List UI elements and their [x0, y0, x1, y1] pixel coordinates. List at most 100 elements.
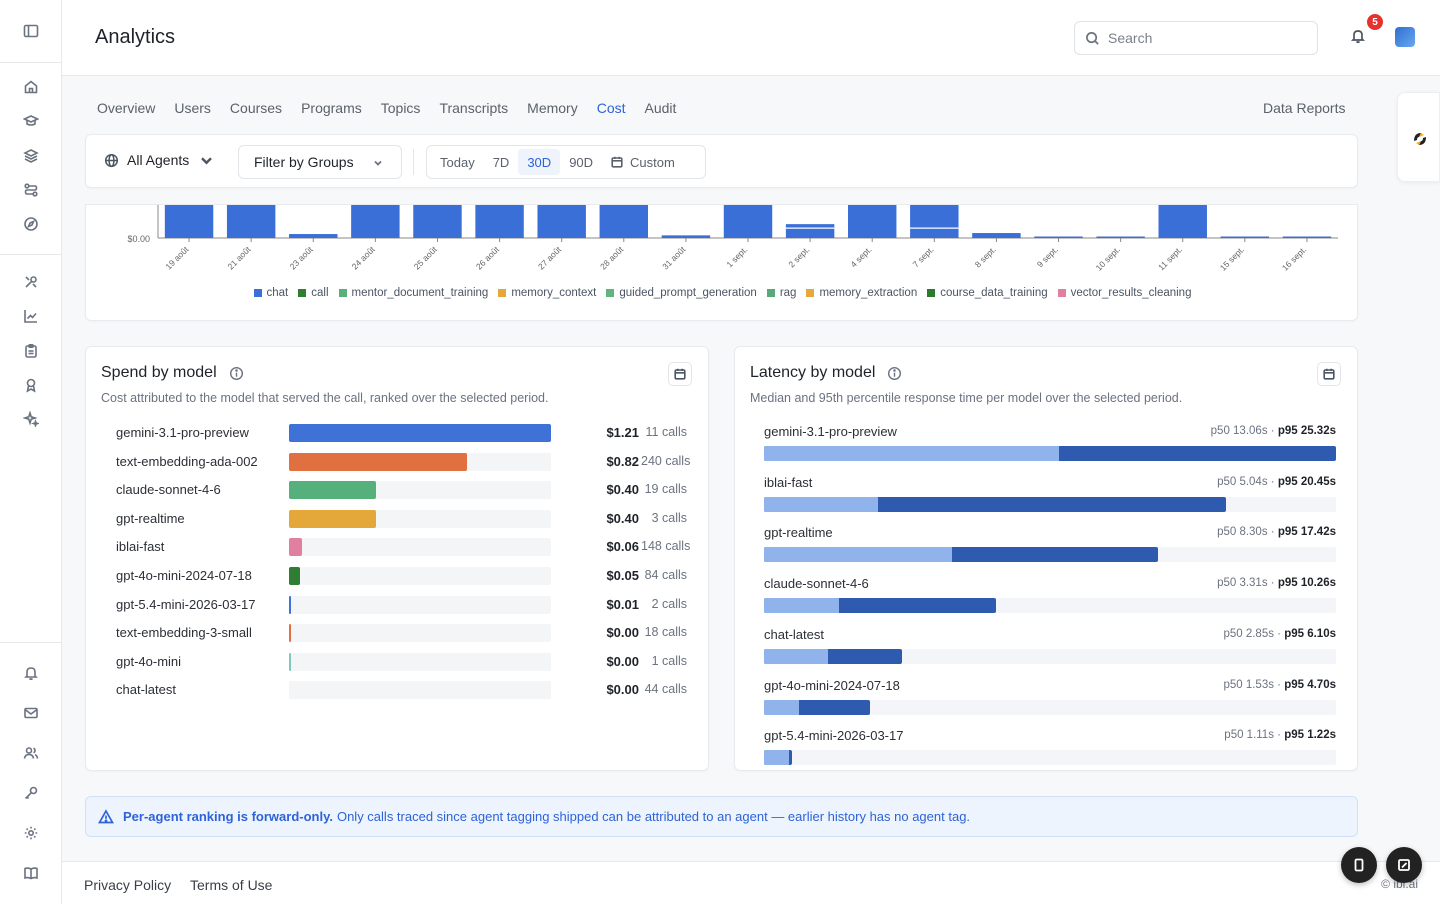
layers-icon[interactable] [21, 146, 41, 166]
tab-users[interactable]: Users [174, 100, 211, 116]
spend-row[interactable]: text-embedding-3-small $0.00 18 calls [116, 623, 691, 643]
chevron-down-icon [374, 160, 382, 166]
spend-row[interactable]: gpt-4o-mini-2024-07-18 $0.05 84 calls [116, 566, 691, 586]
spend-row[interactable]: gpt-5.4-mini-2026-03-17 $0.01 2 calls [116, 595, 691, 615]
latency-row[interactable]: gpt-4o-mini-2024-07-18 p50 1.53s · p95 4.… [764, 678, 1336, 718]
filter-bar: All Agents Filter by Groups Today 7D 30D 90… [85, 134, 1358, 188]
spend-row[interactable]: chat-latest $0.00 44 calls [116, 680, 691, 700]
latency-row[interactable]: iblai-fast p50 5.04s · p95 20.45s [764, 475, 1336, 515]
graduation-cap-icon[interactable] [21, 111, 41, 131]
tab-courses[interactable]: Courses [229, 100, 283, 116]
legend-swatch [1057, 289, 1066, 297]
user-avatar[interactable] [1395, 27, 1415, 47]
workflow-icon[interactable] [21, 180, 41, 200]
tools-icon[interactable] [21, 272, 41, 292]
analytics-tabs: Overview Users Courses Programs Topics Transc… [97, 100, 695, 120]
legend-item-vector-results-cleaning[interactable]: vector_results_cleaning [1057, 287, 1192, 299]
spend-bar-track [289, 424, 551, 442]
spend-row[interactable]: gpt-4o-mini $0.00 1 calls [116, 652, 691, 672]
p50-value: p50 5.04s [1217, 475, 1268, 488]
tab-overview[interactable]: Overview [97, 100, 156, 116]
spend-panel-description: Cost attributed to the model that served… [101, 391, 549, 405]
sidebar-toggle-icon[interactable] [21, 21, 41, 41]
spend-row[interactable]: claude-sonnet-4-6 $0.40 19 calls [116, 480, 691, 500]
legend-item-memory-context[interactable]: memory_context [498, 287, 596, 299]
search-box[interactable] [1074, 21, 1318, 55]
x-tick-label: 28 août [598, 244, 626, 272]
info-icon[interactable] [887, 366, 902, 381]
tab-transcripts[interactable]: Transcripts [439, 100, 509, 116]
tab-audit[interactable]: Audit [644, 100, 677, 116]
latency-row[interactable]: gemini-3.1-pro-preview p50 13.06s · p95 2… [764, 424, 1336, 464]
book-open-icon[interactable] [21, 863, 41, 883]
privacy-policy-link[interactable]: Privacy Policy [84, 877, 172, 893]
spend-calls: 240 calls [641, 453, 691, 468]
agent-selector[interactable]: All Agents [104, 152, 214, 168]
p50-bar [764, 648, 829, 664]
legend-item-memory-extraction[interactable]: memory_extraction [806, 287, 917, 299]
left-nav-rail [0, 0, 62, 904]
search-input[interactable] [1108, 30, 1308, 46]
legend-label: memory_context [511, 287, 597, 299]
mobile-view-button[interactable] [1341, 847, 1377, 883]
notification-bell-icon[interactable] [21, 663, 41, 683]
model-name: text-embedding-ada-002 [116, 453, 258, 469]
home-icon[interactable] [21, 77, 41, 97]
mail-icon[interactable] [21, 703, 41, 723]
legend-item-guided-prompt-generation[interactable]: guided_prompt_generation [606, 287, 757, 299]
clipboard-icon[interactable] [21, 341, 41, 361]
latency-date-picker-button[interactable] [1317, 362, 1341, 386]
info-icon[interactable] [229, 366, 244, 381]
terms-of-use-link[interactable]: Terms of Use [190, 877, 273, 893]
x-tick-label: 4 sept. [849, 244, 874, 269]
tab-cost[interactable]: Cost [596, 100, 626, 116]
spend-row[interactable]: gpt-realtime $0.40 3 calls [116, 509, 691, 529]
model-name: iblai-fast [116, 539, 165, 555]
legend-item-rag[interactable]: rag [766, 287, 796, 299]
legend-item-mentor-document-training[interactable]: mentor_document_training [338, 287, 488, 299]
latency-row[interactable]: chat-latest p50 2.85s · p95 6.10s [764, 627, 1336, 667]
key-icon[interactable] [21, 783, 41, 803]
spend-date-picker-button[interactable] [668, 362, 692, 386]
spend-cost: $0.00 [606, 682, 639, 698]
spend-bar-track [289, 652, 551, 671]
settings-gear-icon[interactable] [21, 823, 41, 843]
assistant-side-widget[interactable] [1397, 92, 1440, 182]
tab-memory[interactable]: Memory [527, 100, 578, 116]
spend-bar-track [289, 624, 551, 643]
tab-programs[interactable]: Programs [301, 100, 362, 116]
compass-icon[interactable] [21, 214, 41, 234]
range-90d-button[interactable]: 90D [560, 149, 602, 175]
bar-2-sept- [785, 224, 835, 238]
tab-topics[interactable]: Topics [380, 100, 421, 116]
range-today-button[interactable]: Today [431, 149, 484, 175]
bell-icon [1350, 30, 1366, 44]
legend-label: vector_results_cleaning [1070, 287, 1192, 299]
range-7d-button[interactable]: 7D [484, 149, 519, 175]
legend-item-call[interactable]: call [298, 287, 329, 299]
legend-item-course-data-training[interactable]: course_data_training [927, 287, 1048, 299]
spend-row[interactable]: iblai-fast $0.06 148 calls [116, 537, 691, 557]
spend-panel-title: Spend by model [101, 364, 244, 382]
data-reports-link[interactable]: Data Reports [1263, 100, 1346, 116]
spend-row[interactable]: text-embedding-ada-002 $0.82 240 calls [116, 452, 691, 472]
range-30d-button[interactable]: 30D [518, 149, 561, 175]
award-icon[interactable] [21, 375, 41, 395]
notifications-button[interactable] [1350, 28, 1370, 48]
latency-row[interactable]: gpt-5.4-mini-2026-03-17 p50 1.11s · p95 1… [764, 728, 1336, 768]
p50-value: p50 2.85s [1223, 627, 1274, 640]
users-icon[interactable] [21, 743, 41, 763]
group-filter-dropdown[interactable]: Filter by Groups [238, 145, 402, 179]
range-custom-button[interactable]: Custom [602, 149, 684, 175]
notice-bold-text: Per-agent ranking is forward-only. [123, 809, 333, 824]
spend-calls: 11 calls [645, 425, 687, 439]
legend-item-chat[interactable]: chat [253, 287, 288, 299]
latency-row[interactable]: gpt-realtime p50 8.30s · p95 17.42s [764, 525, 1336, 565]
sparkles-icon[interactable] [21, 409, 41, 429]
edit-notes-button[interactable] [1386, 847, 1422, 883]
latency-by-model-panel: Latency by model Median and 95th percent… [734, 346, 1358, 771]
line-chart-icon[interactable] [21, 306, 41, 326]
latency-bar-track [764, 750, 1336, 766]
spend-row[interactable]: gemini-3.1-pro-preview $1.21 11 calls [116, 423, 691, 443]
latency-row[interactable]: claude-sonnet-4-6 p50 3.31s · p95 10.26s [764, 576, 1336, 616]
